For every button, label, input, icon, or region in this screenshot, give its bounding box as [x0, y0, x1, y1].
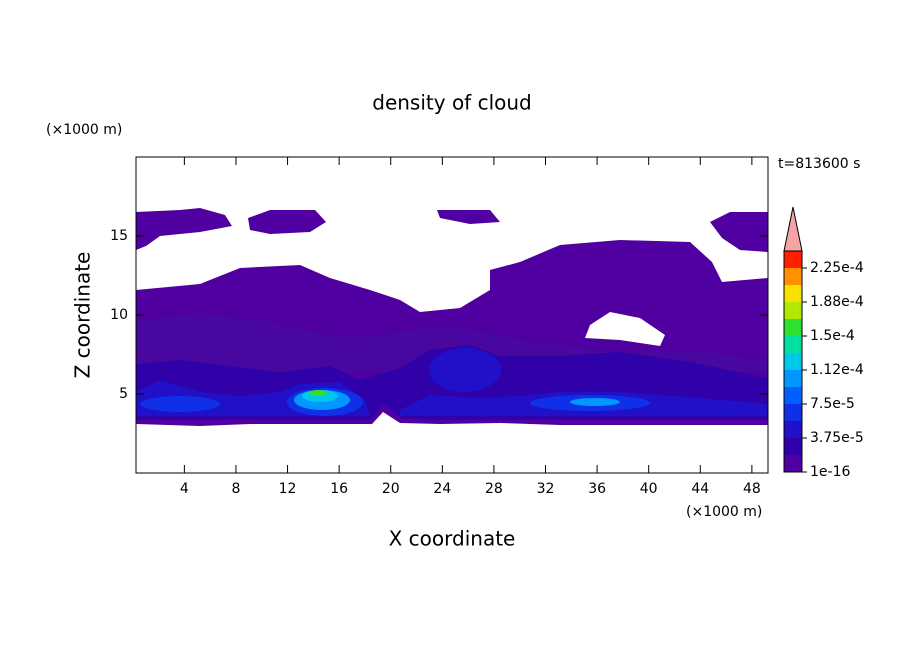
- y-tick-label: 10: [110, 307, 128, 323]
- colorbar-band: [784, 251, 802, 268]
- colorbar-extend: [783, 206, 803, 252]
- x-tick-label: 44: [691, 481, 709, 497]
- x-axis-label: X coordinate: [389, 527, 516, 551]
- time-annotation: t=813600 s: [778, 156, 860, 172]
- colorbar-band: [784, 302, 802, 319]
- contour-region: [429, 348, 501, 392]
- contour-region: [248, 210, 326, 234]
- x-tick-label: 28: [485, 481, 503, 497]
- colorbar-tick-label: 1.12e-4: [810, 362, 864, 378]
- y-axis-label: Z coordinate: [71, 252, 95, 379]
- colorbar-band: [784, 268, 802, 285]
- x-tick-label: 32: [537, 481, 555, 497]
- contour-region: [437, 210, 500, 224]
- colorbar-band: [784, 404, 802, 421]
- x-tick-label: 24: [433, 481, 451, 497]
- colorbar-tick-label: 3.75e-5: [810, 430, 864, 446]
- x-tick-label: 20: [382, 481, 400, 497]
- colorbar-tick-label: 1.5e-4: [810, 328, 855, 344]
- x-tick-label: 8: [231, 481, 240, 497]
- contour-region: [570, 398, 620, 406]
- colorbar-tick-label: 1.88e-4: [810, 294, 864, 310]
- colorbar-band: [784, 319, 802, 336]
- x-tick-label: 48: [743, 481, 761, 497]
- colorbar-band: [784, 336, 802, 353]
- y-tick-label: 5: [119, 386, 128, 402]
- colorbar-band: [784, 421, 802, 438]
- contour-region: [585, 312, 665, 346]
- y-unit: (×1000 m): [46, 122, 122, 138]
- x-tick-label: 40: [640, 481, 658, 497]
- colorbar-tick-label: 1e-16: [810, 464, 850, 480]
- contour-region: [309, 390, 327, 396]
- colorbar-band: [784, 455, 802, 472]
- x-tick-label: 36: [588, 481, 606, 497]
- colorbar-band: [784, 387, 802, 404]
- contour-region: [140, 396, 220, 412]
- contour-region: [710, 212, 768, 252]
- contour-field: [136, 208, 768, 426]
- contour-region: [136, 208, 232, 250]
- colorbar-tick-label: 7.5e-5: [810, 396, 855, 412]
- x-tick-label: 12: [279, 481, 297, 497]
- colorbar-frame: [783, 250, 803, 473]
- colorbar-tick-label: 2.25e-4: [810, 260, 864, 276]
- x-unit: (×1000 m): [686, 504, 762, 520]
- colorbar-band: [784, 438, 802, 455]
- colorbar-band: [784, 285, 802, 302]
- chart-title: density of cloud: [372, 91, 531, 115]
- y-tick-label: 15: [110, 228, 128, 244]
- x-tick-label: 4: [180, 481, 189, 497]
- colorbar-band: [784, 353, 802, 370]
- x-tick-label: 16: [330, 481, 348, 497]
- colorbar-band: [784, 370, 802, 387]
